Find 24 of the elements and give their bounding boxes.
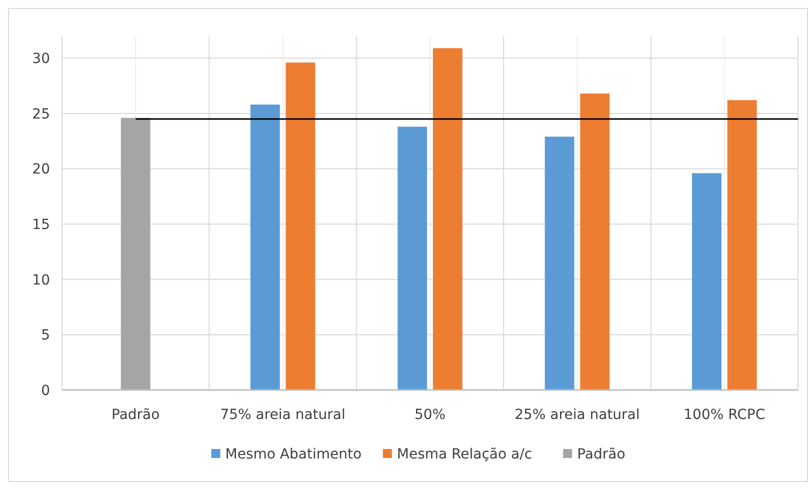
bar (692, 173, 722, 390)
y-tick-label: 10 (32, 272, 50, 288)
x-tick-label: 25% areia natural (514, 407, 640, 423)
y-tick-label: 20 (32, 162, 50, 178)
y-tick-label: 0 (41, 382, 50, 399)
bar (580, 94, 610, 390)
x-tick-label: 50% (414, 407, 446, 423)
bar (398, 126, 428, 390)
bar (432, 48, 462, 390)
bar (250, 104, 280, 390)
y-tick-label: 5 (41, 328, 50, 344)
legend-label: Padrão (577, 446, 626, 462)
bar (544, 136, 574, 390)
bar (120, 118, 150, 390)
bar (286, 62, 316, 390)
x-tick-label: Padrão (112, 407, 160, 423)
x-tick-label: 100% RCPC (684, 407, 766, 423)
y-tick-label: 15 (32, 216, 50, 233)
y-tick-label: 30 (32, 51, 50, 68)
legend-label: Mesma Relação a/c (396, 446, 532, 462)
bar (727, 100, 757, 390)
y-tick-label: 25 (32, 106, 50, 122)
x-tick-label: 75% areia natural (220, 407, 346, 423)
legend-label: Mesmo Abatimento (225, 446, 362, 462)
